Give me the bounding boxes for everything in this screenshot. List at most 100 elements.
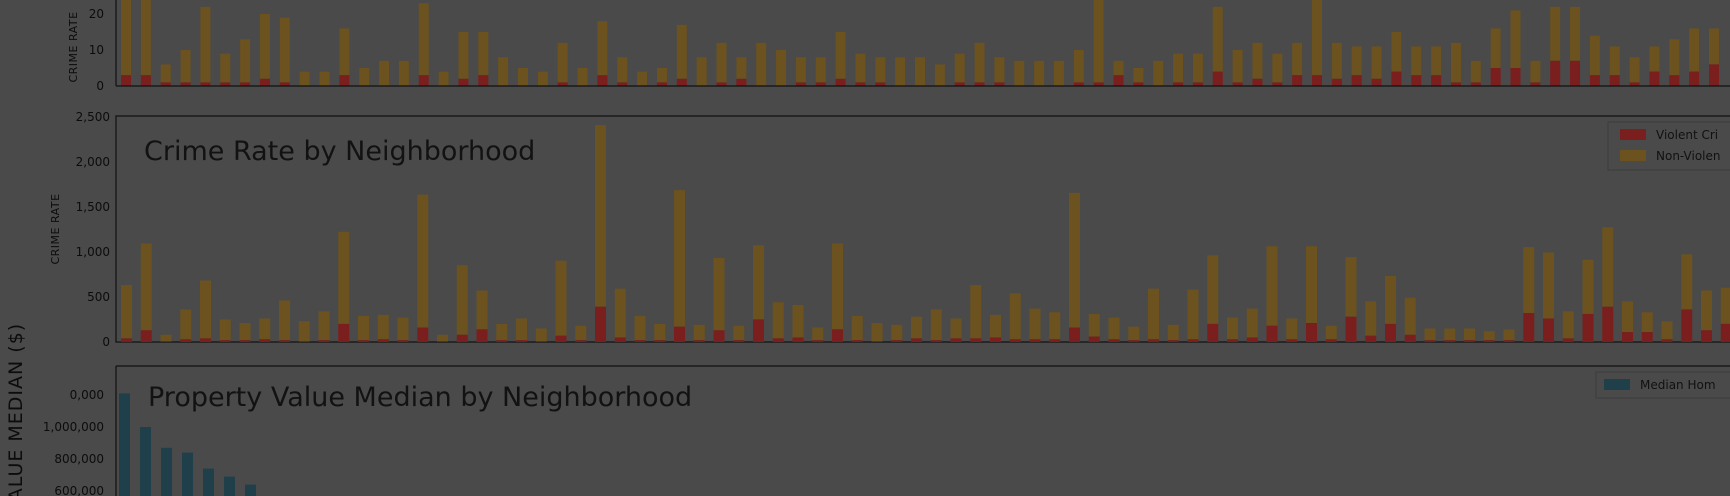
crime-violent-bar (1661, 339, 1673, 342)
crime-ytick-1000: 1,000 (76, 245, 110, 259)
median-home-bar (203, 468, 214, 496)
top-nonviolent-bar (418, 3, 429, 76)
top-nonviolent-bar (637, 71, 648, 86)
top-violent-bar (736, 78, 747, 86)
top-nonviolent-bar (319, 71, 330, 86)
crime-violent-bar (298, 341, 310, 342)
crime-nonviolent-bar (1681, 254, 1693, 310)
crime-violent-bar (476, 329, 488, 342)
crime-nonviolent-bar (338, 231, 350, 324)
top-nonviolent-bar (1034, 60, 1045, 86)
crime-nonviolent-bar (851, 315, 863, 341)
crime-violent-bar (1503, 340, 1515, 342)
top-violent-bar (855, 82, 866, 86)
crime-violent-bar (1681, 309, 1693, 342)
property-legend: Median Hom (1595, 371, 1730, 399)
top-nonviolent-bar (1173, 53, 1184, 83)
crime-nonviolent-bar (516, 318, 527, 341)
crime-nonviolent-bar (1385, 276, 1396, 324)
top-nonviolent-bar (1709, 28, 1719, 65)
crime-nonviolent-bar (1523, 247, 1535, 314)
crime-violent-bar (891, 340, 903, 342)
top-violent-bar (1470, 82, 1481, 86)
crime-violent-bar (1227, 339, 1238, 342)
top-nonviolent-bar (498, 57, 509, 86)
top-nonviolent-bar (299, 71, 310, 86)
crime-nonviolent-bar (1701, 290, 1712, 331)
top-violent-bar (1589, 75, 1600, 86)
crime-violent-bar (1385, 323, 1396, 342)
crime-violent-bar (1128, 340, 1140, 342)
crime-violent-bar (397, 340, 409, 342)
crime-violent-bar (456, 334, 468, 342)
top-nonviolent-bar (1331, 42, 1342, 79)
crime-violent-bar (259, 339, 271, 342)
top-nonviolent-bar (1312, 0, 1322, 76)
crime-violent-bar (792, 337, 804, 342)
crime-violent-bar (1088, 336, 1100, 342)
legend-nonviolent-label: Non-Violen (1656, 149, 1721, 163)
crime-nonviolent-bar (377, 314, 389, 340)
crime-ytick-2000: 2,000 (76, 155, 110, 169)
crime-nonviolent-bar (1404, 297, 1416, 335)
top-nonviolent-bar (1649, 46, 1660, 72)
crime-violent-bar (318, 340, 330, 342)
crime-violent-bar (1720, 323, 1730, 342)
crime-nonviolent-bar (1661, 321, 1673, 340)
top-nonviolent-bar (835, 32, 846, 79)
top-crime-ylabel: CRIME RATE (67, 11, 80, 82)
crime-nonviolent-bar (1345, 257, 1357, 317)
crime-chart-title: Crime Rate by Neighborhood (144, 136, 535, 167)
crime-nonviolent-bar (693, 324, 705, 341)
crime-nonviolent-bar (871, 323, 883, 342)
crime-violent-bar (1602, 306, 1614, 342)
crime-nonviolent-bar (456, 265, 468, 335)
top-nonviolent-bar (676, 24, 687, 79)
top-violent-bar (1351, 75, 1362, 86)
crime-nonviolent-bar (1167, 324, 1179, 341)
crime-nonviolent-bar (1128, 326, 1140, 341)
top-nonviolent-bar (359, 68, 370, 86)
crime-nonviolent-bar (200, 280, 211, 339)
top-nonviolent-bar (1570, 6, 1581, 61)
top-violent-bar (1669, 75, 1680, 86)
crime-violent-bar (1246, 337, 1258, 342)
crime-nonviolent-bar (614, 288, 626, 338)
top-nonviolent-bar (279, 17, 290, 83)
crime-violent-bar (1345, 316, 1357, 342)
top-violent-bar (121, 75, 131, 86)
crime-nonviolent-bar (733, 325, 745, 341)
crime-nonviolent-bar (950, 318, 962, 339)
top-nonviolent-bar (736, 57, 747, 79)
top-violent-bar (180, 82, 191, 86)
crime-nonviolent-bar (1424, 328, 1436, 341)
top-nonviolent-bar (1292, 42, 1303, 76)
top-crime-bars (121, 0, 1719, 86)
top-violent-bar (1570, 60, 1581, 86)
top-nonviolent-bar (716, 42, 727, 83)
median-home-bar (161, 447, 172, 496)
top-nonviolent-bar (815, 57, 826, 83)
crime-nonviolent-bar (160, 334, 172, 342)
top-nonviolent-bar (1391, 32, 1402, 72)
top-nonviolent-bar (776, 50, 787, 86)
crime-nonviolent-bar (911, 316, 922, 339)
crime-nonviolent-bar (1207, 255, 1219, 324)
top-nonviolent-bar (478, 32, 489, 76)
crime-ytick-0: 0 (102, 335, 110, 349)
top-nonviolent-bar (1669, 39, 1680, 76)
crime-violent-bar (595, 306, 606, 342)
top-violent-bar (1550, 60, 1561, 86)
top-nonviolent-bar (934, 64, 945, 86)
crime-nonviolent-bar (437, 334, 448, 342)
top-violent-bar (478, 75, 489, 86)
legend-violent-swatch (1620, 129, 1646, 140)
crime-nonviolent-bar (121, 285, 132, 339)
crime-nonviolent-bar (1029, 308, 1041, 340)
top-nonviolent-bar (220, 53, 231, 83)
top-nonviolent-bar (1490, 28, 1501, 68)
crime-violent-bar (1424, 340, 1436, 342)
crime-violent-bar (970, 338, 982, 342)
crime-violent-bar (1543, 318, 1554, 342)
